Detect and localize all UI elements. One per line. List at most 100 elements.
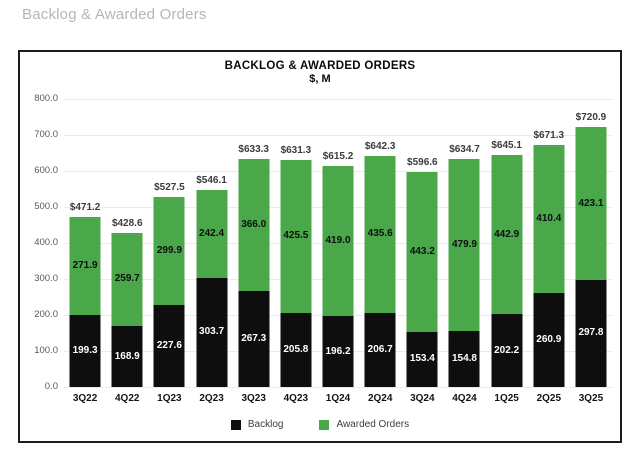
backlog-value-label: 202.2 xyxy=(494,344,520,356)
y-tick-label: 400.0 xyxy=(34,237,58,248)
awarded-orders-segment: 435.6 xyxy=(364,155,396,313)
awarded-orders-value-label: 435.6 xyxy=(367,228,393,240)
backlog-value-label: 153.4 xyxy=(409,353,435,365)
plot-area: 199.3 271.9 $471.2 168.9 259.7 $428.6 227.6 299… xyxy=(64,99,612,388)
page-title: Backlog & Awarded Orders xyxy=(22,6,207,23)
x-tick-label: 1Q23 xyxy=(157,393,182,404)
bar-total-label: $615.2 xyxy=(322,150,354,162)
backlog-value-label: 206.7 xyxy=(367,343,393,355)
awarded-orders-swatch-icon xyxy=(319,419,330,430)
bar-column: 202.2 442.9 $645.1 xyxy=(486,99,528,387)
x-tick-label: 4Q24 xyxy=(452,393,477,404)
bar-total-label: $671.3 xyxy=(533,130,565,142)
bar-column: 303.7 242.4 $546.1 xyxy=(190,99,232,387)
backlog-segment: 297.8 xyxy=(575,279,607,387)
awarded-orders-segment: 299.9 xyxy=(153,197,185,306)
bar-column: 153.4 443.2 $596.6 xyxy=(401,99,443,387)
backlog-value-label: 168.9 xyxy=(114,350,140,362)
gridline xyxy=(64,99,612,100)
y-axis: 0.0 100.0 200.0 300.0 400.0 500.0 600.0 700.0 80… xyxy=(20,93,58,392)
y-tick-label: 500.0 xyxy=(34,201,58,212)
bar-total-label: $527.5 xyxy=(154,182,185,194)
x-tick-label: 4Q23 xyxy=(283,393,309,404)
backlog-segment: 227.6 xyxy=(153,305,185,387)
bar-column: 206.7 435.6 $642.3 xyxy=(359,99,401,387)
legend-item-backlog: Backlog xyxy=(230,419,284,430)
x-tick-label: 2Q24 xyxy=(367,393,393,404)
awarded-orders-value-label: 299.9 xyxy=(156,245,182,257)
y-tick-label: 300.0 xyxy=(34,273,58,284)
awarded-orders-value-label: 479.9 xyxy=(451,238,477,250)
backlog-segment: 205.8 xyxy=(280,312,312,387)
awarded-orders-value-label: 442.9 xyxy=(494,228,520,240)
gridline xyxy=(64,387,612,388)
bar-total-label: $633.3 xyxy=(238,144,269,156)
x-tick-label: 3Q23 xyxy=(241,393,266,404)
x-tick-label: 3Q24 xyxy=(410,393,435,404)
bar-total-label: $596.6 xyxy=(407,157,438,169)
backlog-value-label: 260.9 xyxy=(536,334,562,346)
awarded-orders-value-label: 425.5 xyxy=(283,230,309,242)
awarded-orders-segment: 419.0 xyxy=(322,165,354,317)
backlog-segment: 206.7 xyxy=(364,312,396,387)
bars: 199.3 271.9 $471.2 168.9 259.7 $428.6 227.6 299… xyxy=(64,99,612,387)
chart-title: BACKLOG & AWARDED ORDERS xyxy=(224,60,416,72)
backlog-segment: 260.9 xyxy=(533,293,565,387)
y-tick-label: 100.0 xyxy=(34,345,58,356)
bar-column: 205.8 425.5 $631.3 xyxy=(275,99,317,387)
awarded-orders-value-label: 423.1 xyxy=(578,197,604,209)
y-tick-label: 800.0 xyxy=(34,93,58,104)
awarded-orders-value-label: 443.2 xyxy=(409,246,435,257)
x-axis: 3Q22 4Q22 1Q23 2Q23 3Q23 4Q23 1Q24 2Q24 3Q24 4Q24… xyxy=(64,393,612,404)
x-tick-label: 3Q22 xyxy=(72,393,98,404)
bar-total-label: $428.6 xyxy=(111,217,143,229)
backlog-value-label: 196.2 xyxy=(325,345,351,357)
awarded-orders-value-label: 271.9 xyxy=(72,260,98,272)
backlog-segment: 153.4 xyxy=(406,331,438,387)
x-tick-label: 2Q23 xyxy=(199,393,224,404)
y-tick-label: 600.0 xyxy=(34,165,58,176)
backlog-swatch-icon xyxy=(230,419,241,430)
bar-column: 267.3 366.0 $633.3 xyxy=(233,99,275,387)
bar-total-label: $546.1 xyxy=(196,175,227,187)
backlog-value-label: 205.8 xyxy=(283,343,309,355)
awarded-orders-value-label: 259.7 xyxy=(114,273,140,285)
backlog-segment: 168.9 xyxy=(111,326,143,387)
backlog-value-label: 154.8 xyxy=(451,353,477,365)
chart-container: BACKLOG & AWARDED ORDERS $, M 0.0 100.0 20… xyxy=(18,50,622,443)
bar-column: 260.9 410.4 $671.3 xyxy=(528,99,570,387)
legend-label-awarded-orders: Awarded Orders xyxy=(336,419,410,430)
backlog-value-label: 297.8 xyxy=(578,327,604,339)
awarded-orders-segment: 479.9 xyxy=(448,158,480,332)
bar-column: 154.8 479.9 $634.7 xyxy=(443,99,485,387)
backlog-segment: 267.3 xyxy=(238,290,270,387)
awarded-orders-segment: 366.0 xyxy=(238,159,270,291)
bar-column: 297.8 423.1 $720.9 xyxy=(570,99,612,387)
bar-total-label: $642.3 xyxy=(364,140,396,152)
backlog-value-label: 199.3 xyxy=(72,345,98,357)
bar-column: 199.3 271.9 $471.2 xyxy=(64,99,106,387)
x-tick-label: 3Q25 xyxy=(578,393,604,404)
awarded-orders-segment: 442.9 xyxy=(491,154,523,315)
legend-item-awarded-orders: Awarded Orders xyxy=(319,419,409,430)
bar-total-label: $645.1 xyxy=(491,139,522,151)
y-tick-label: 200.0 xyxy=(34,309,58,320)
bar-column: 168.9 259.7 $428.6 xyxy=(106,99,148,387)
backlog-segment: 199.3 xyxy=(69,315,101,387)
backlog-segment: 196.2 xyxy=(322,316,354,387)
awarded-orders-segment: 423.1 xyxy=(575,127,607,280)
gridline xyxy=(64,135,612,136)
x-tick-label: 4Q22 xyxy=(115,393,140,404)
backlog-segment: 303.7 xyxy=(196,277,228,387)
x-tick-label: 1Q25 xyxy=(494,393,519,404)
y-tick-label: 700.0 xyxy=(34,129,58,140)
bar-total-label: $634.7 xyxy=(449,143,480,155)
awarded-orders-value-label: 419.0 xyxy=(325,234,351,246)
awarded-orders-value-label: 242.4 xyxy=(199,228,225,240)
legend-label-backlog: Backlog xyxy=(247,419,284,430)
bar-total-label: $720.9 xyxy=(575,112,607,124)
backlog-value-label: 227.6 xyxy=(156,340,182,352)
bar-total-label: $631.3 xyxy=(280,144,312,156)
bar-column: 227.6 299.9 $527.5 xyxy=(148,99,190,387)
bar-column: 196.2 419.0 $615.2 xyxy=(317,99,359,387)
